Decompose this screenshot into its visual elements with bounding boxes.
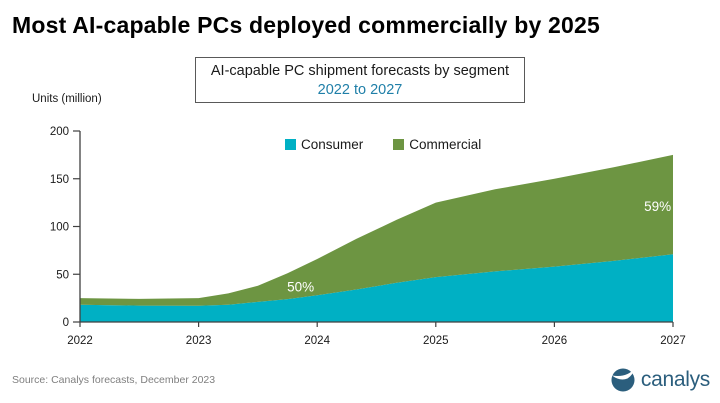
subtitle-line1: AI-capable PC shipment forecasts by segm… <box>210 63 510 79</box>
y-tick-label: 200 <box>50 126 69 138</box>
legend-item-consumer: Consumer <box>285 137 363 152</box>
x-tick-label: 2023 <box>186 335 212 347</box>
canalys-logo: canalys <box>610 366 710 393</box>
x-tick-label: 2027 <box>660 335 686 347</box>
chart-legend: Consumer Commercial <box>285 137 481 152</box>
page-title: Most AI-capable PCs deployed commerciall… <box>12 12 601 38</box>
legend-label-commercial: Commercial <box>409 137 482 152</box>
consumer-area <box>80 254 673 322</box>
subtitle-line2: 2022 to 2027 <box>317 82 403 98</box>
y-tick-label: 0 <box>63 317 69 329</box>
chart-subtitle-box: AI-capable PC shipment forecasts by segm… <box>195 57 525 103</box>
commercial-swatch-icon <box>393 139 405 150</box>
y-axis-title: Units (million) <box>32 93 102 105</box>
x-tick-label: 2025 <box>423 335 449 347</box>
legend-item-commercial: Commercial <box>393 137 481 152</box>
source-note: Source: Canalys forecasts, December 2023 <box>12 374 216 386</box>
share-annotation: 59% <box>644 199 671 214</box>
share-annotation: 50% <box>287 279 314 294</box>
consumer-swatch-icon <box>285 139 296 150</box>
y-tick-label: 50 <box>56 269 69 281</box>
x-tick-label: 2026 <box>542 335 568 347</box>
canalys-logo-icon <box>611 368 635 392</box>
x-tick-label: 2022 <box>67 335 93 347</box>
commercial-area <box>80 154 673 306</box>
x-tick-label: 2024 <box>304 335 330 347</box>
y-tick-label: 150 <box>50 174 69 186</box>
canalys-logo-text: canalys <box>640 367 710 391</box>
legend-label-consumer: Consumer <box>301 137 364 152</box>
y-tick-label: 100 <box>50 222 69 234</box>
